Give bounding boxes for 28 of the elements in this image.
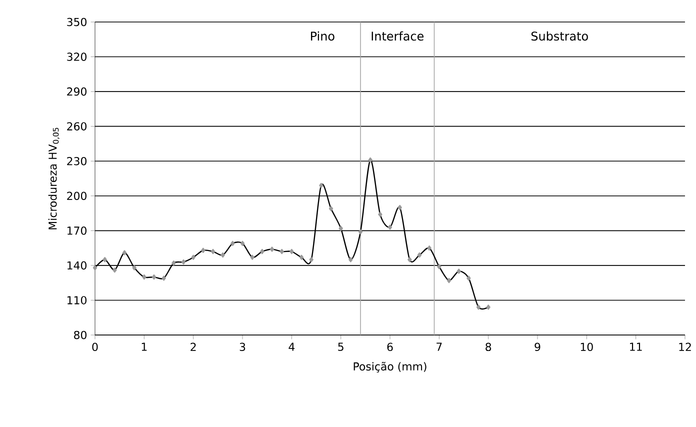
annotation: Substrato xyxy=(531,31,588,41)
x-tick-label: 5 xyxy=(338,342,344,351)
y-tick-label: 140 xyxy=(68,261,86,270)
x-tick-label: 6 xyxy=(387,342,393,352)
x-tick-label: 1 xyxy=(142,342,147,351)
y-tick-label: 320 xyxy=(67,52,86,61)
x-tick-label: 4 xyxy=(288,342,295,351)
y-tick-label: 200 xyxy=(67,192,86,200)
y-tick-label: 290 xyxy=(67,87,86,96)
x-tick-label: 7 xyxy=(436,342,442,351)
x-tick-label: 11 xyxy=(630,342,642,351)
y-tick-label: 260 xyxy=(67,122,86,130)
x-tick-label: 8 xyxy=(486,342,492,352)
y-tick-label: 110 xyxy=(68,296,86,304)
y-tick-label: 350 xyxy=(67,18,86,26)
x-tick-label: 3 xyxy=(240,342,246,352)
annotation: Interface xyxy=(372,31,424,41)
y-axis-title: Microdureza HV$_{0,05}$ xyxy=(48,128,60,230)
x-tick-label: 10 xyxy=(580,342,593,352)
x-axis-title: Posição (mm) xyxy=(354,362,426,373)
x-tick-label: 2 xyxy=(190,342,196,351)
x-tick-label: 0 xyxy=(92,342,98,352)
y-tick-label: 80 xyxy=(74,330,86,340)
x-tick-label: 9 xyxy=(534,342,540,352)
y-tick-label: 230 xyxy=(67,156,86,166)
x-tick-label: 12 xyxy=(679,342,691,351)
y-tick-label: 170 xyxy=(68,226,86,235)
annotation: Pino xyxy=(310,31,334,41)
